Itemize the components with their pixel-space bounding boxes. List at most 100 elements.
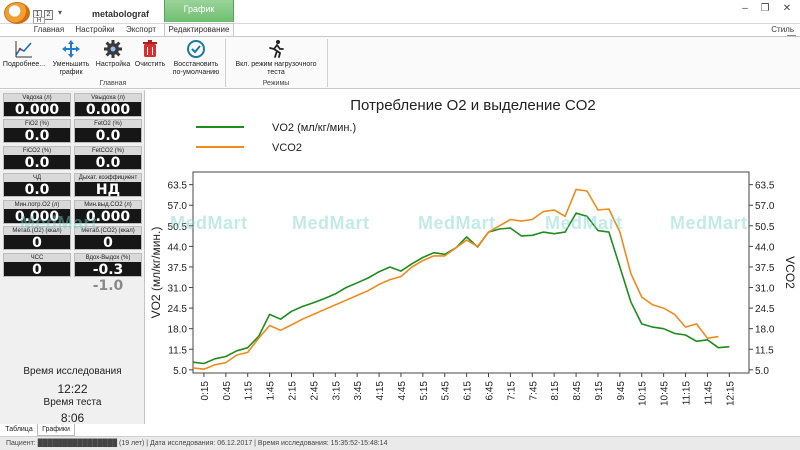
x-tick-label: 1:15 — [244, 381, 255, 401]
x-tick-label: 3:15 — [331, 381, 342, 401]
y-tick-label-left: 11.5 — [168, 345, 187, 356]
tile-value: 0.000 — [14, 102, 60, 118]
maximize-button[interactable]: ❐ — [760, 3, 770, 14]
ribbon-group-home-label: Главная — [99, 80, 127, 87]
study-time-value: 12:22 — [57, 382, 88, 396]
tab-export[interactable]: Экспорт — [125, 25, 157, 34]
tab-settings[interactable]: Настройки — [75, 25, 115, 34]
tile-value: 0.0 — [24, 128, 50, 144]
y-tick-label-right: 37.5 — [755, 263, 775, 274]
tile-value: 0.0 — [24, 155, 50, 171]
app-logo-icon[interactable] — [4, 2, 30, 24]
ribbon-group-separator — [225, 39, 226, 87]
x-tick-label: 11:15 — [682, 381, 693, 406]
tile-metabolism-o2: Метаб.(O2) (ккал) 0 — [3, 226, 71, 251]
y-tick-label-right: 11.5 — [755, 345, 774, 356]
y-tick-label-right: 44.0 — [755, 242, 775, 253]
tile-label: Метаб.(O2) (ккал) — [4, 227, 70, 235]
details-button-label: Подробнее... — [2, 61, 46, 68]
minimize-button[interactable]: ‒ — [742, 3, 748, 14]
vco2-series-line — [192, 188, 719, 371]
y-axis-title-left: VO2 (мл/кг/мин.) — [149, 227, 163, 319]
x-tick-label: 1:45 — [266, 381, 277, 401]
tile-value-main: -0.3 — [92, 262, 124, 278]
tile-value: 0.000 — [85, 102, 131, 118]
stress-test-mode-button[interactable]: Вкл. режим нагрузочного теста — [232, 39, 320, 79]
details-button[interactable]: Подробнее... — [2, 39, 46, 79]
tile-label: Метаб.(CO2) (ккал) — [75, 227, 141, 235]
tile-inhale-volume: Vвдоха (л) 0.000 — [3, 93, 71, 118]
tile-respiratory-rate: ЧД 0.0 — [3, 173, 71, 198]
x-tick-label: 2:15 — [288, 381, 299, 401]
tile-label: Вдох-Выдох (%) — [75, 254, 141, 262]
x-tick-label: 7:45 — [528, 381, 539, 401]
tile-value: 0 — [103, 235, 113, 251]
y-tick-label-left: 57.0 — [168, 201, 188, 212]
ribbon-group-separator — [327, 39, 328, 87]
x-tick-label: 4:45 — [397, 381, 408, 401]
style-label[interactable]: Стиль — [771, 25, 794, 34]
x-tick-label: 0:45 — [222, 381, 233, 401]
shrink-arrows-icon — [62, 40, 80, 58]
chart-detail-icon — [15, 41, 32, 58]
tile-value: 0 — [32, 262, 42, 278]
x-tick-label: 12:15 — [725, 381, 736, 406]
tab-table[interactable]: Таблица — [5, 426, 33, 433]
tile-value-secondary: -1.0 — [92, 278, 124, 294]
close-button[interactable]: ✕ — [782, 3, 792, 14]
x-tick-label: 5:45 — [441, 381, 452, 401]
tile-value: 0 — [32, 235, 42, 251]
status-bar: Пациент: ████████████████ (19 лет) | Дат… — [0, 436, 800, 450]
bottom-tab-strip: Таблица Графики — [0, 424, 800, 436]
quick-access-2-icon[interactable]: 2 — [44, 10, 53, 20]
stress-test-mode-button-label: Вкл. режим нагрузочного теста — [235, 61, 317, 76]
tile-value: -0.3 -1.0 — [75, 262, 141, 294]
restore-defaults-button[interactable]: Восстановить по-умолчанию — [170, 39, 222, 79]
tile-metabolism-co2: Метаб.(CO2) (ккал) 0 — [74, 226, 142, 251]
x-tick-label: 8:45 — [572, 381, 583, 401]
chart-area[interactable]: Потребление O2 и выделение CO2 VO2 (мл/кг… — [146, 90, 800, 424]
y-tick-label-right: 57.0 — [755, 201, 775, 212]
tile-label: FiCO2 (%) — [4, 147, 70, 155]
tile-label: FiO2 (%) — [4, 120, 70, 128]
tile-label: FetCO2 (%) — [75, 147, 141, 155]
ribbon-panel: Подробнее... Уменьшить график Настройка — [0, 36, 800, 89]
tab-charts[interactable]: Графики — [37, 424, 75, 436]
tile-value: 0.0 — [95, 155, 121, 171]
tile-inhale-exhale: Вдох-Выдох (%) -0.3 -1.0 — [74, 253, 142, 294]
trash-icon — [143, 40, 157, 57]
tab-home[interactable]: Главная — [33, 25, 65, 34]
restore-defaults-button-label: Восстановить по-умолчанию — [172, 61, 220, 76]
y-tick-label-left: 50.5 — [168, 222, 188, 233]
tab-editing[interactable]: Редактирование — [164, 23, 234, 36]
x-tick-label: 3:45 — [353, 381, 364, 401]
x-tick-label: 6:15 — [463, 381, 474, 401]
y-tick-label-right: 63.5 — [755, 181, 775, 192]
tile-label: Vвдоха (л) — [4, 94, 70, 102]
gear-icon — [104, 40, 122, 58]
quick-access-keytip: H — [33, 17, 45, 24]
clear-button[interactable]: Очистить — [133, 39, 167, 79]
tile-feto2: FetO2 (%) 0.0 — [74, 119, 142, 144]
test-time-value: 8:06 — [60, 411, 85, 425]
tile-label: Vвыдоха (л) — [75, 94, 141, 102]
y-tick-label-left: 18.0 — [168, 325, 188, 336]
context-tab-chart[interactable]: График — [164, 0, 234, 22]
tile-value: 0.0 — [95, 128, 121, 144]
tile-respiratory-quotient: Дыхат. коэффициент НД — [74, 173, 142, 198]
tile-value: НД — [95, 182, 121, 198]
x-tick-label: 8:15 — [550, 381, 561, 401]
x-tick-label: 11:45 — [703, 381, 714, 406]
settings-button[interactable]: Настройка — [94, 39, 132, 79]
shrink-chart-button[interactable]: Уменьшить график — [49, 39, 93, 79]
tile-fio2: FiO2 (%) 0.0 — [3, 119, 71, 144]
y-tick-label-right: 31.0 — [755, 284, 775, 295]
tile-label: ЧСС — [4, 254, 70, 262]
legend-label: VCO2 — [272, 142, 302, 154]
x-tick-label: 6:45 — [485, 381, 496, 401]
x-tick-label: 10:15 — [638, 381, 649, 406]
tile-label: Мин.выд.CO2 (л) — [75, 201, 141, 209]
x-tick-label: 10:45 — [660, 381, 671, 406]
tile-value: 0.000 — [14, 209, 60, 225]
quick-access-dropdown-icon[interactable]: ▾ — [58, 8, 63, 17]
